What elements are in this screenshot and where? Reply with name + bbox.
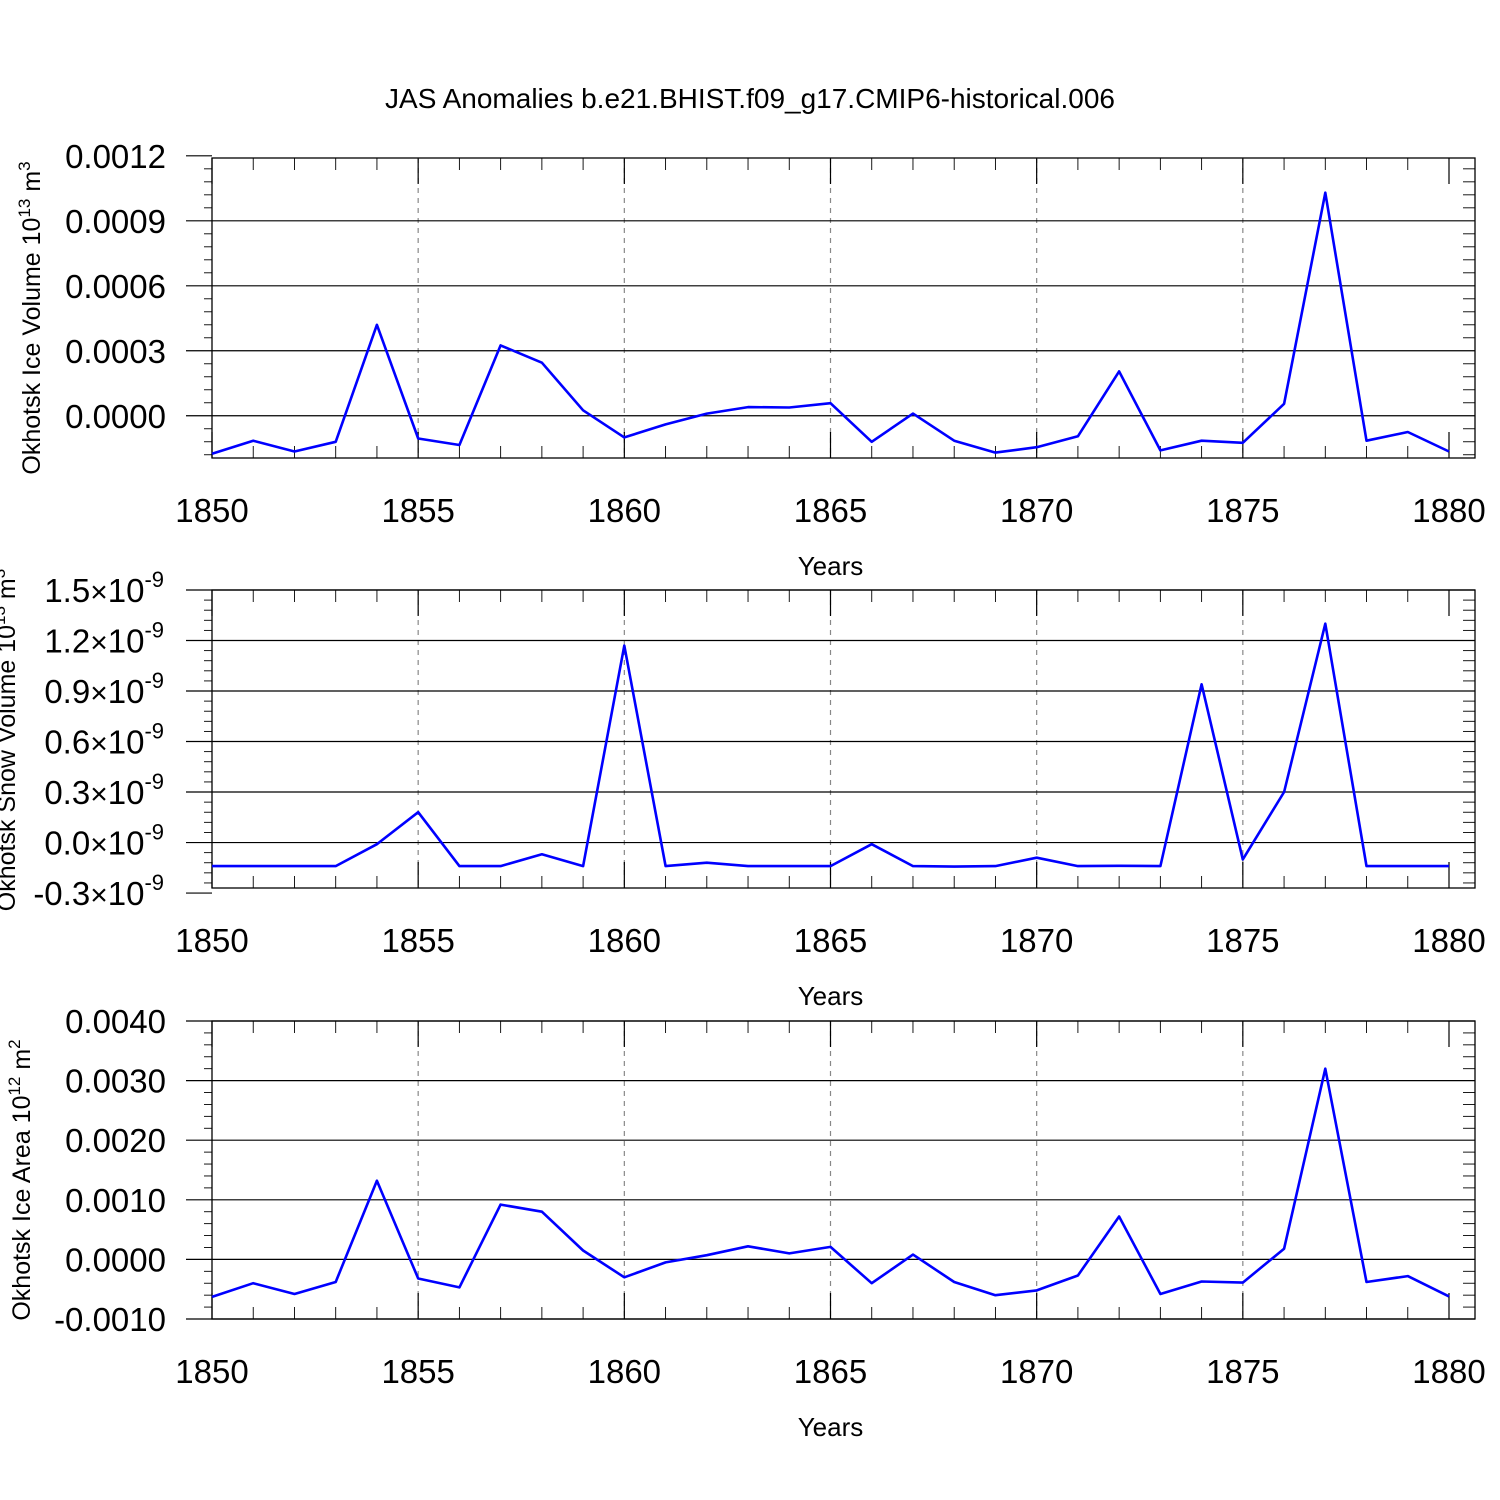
y-tick-label: 0.0010 [65, 1182, 166, 1219]
y-tick-label: 0.3×10-9 [44, 769, 164, 811]
x-tick-label: 1850 [175, 492, 248, 529]
x-tick-label: 1850 [175, 1353, 248, 1390]
y-tick-label: 1.5×10-9 [44, 567, 164, 609]
x-tick-label: 1855 [381, 922, 454, 959]
y-tick-label: 0.0006 [65, 268, 166, 305]
x-tick-label: 1855 [381, 1353, 454, 1390]
x-tick-label: 1875 [1206, 492, 1279, 529]
y-axis-label: Okhotsk Ice Area 1012 m2 [5, 1039, 36, 1320]
plot-frame [211, 157, 1476, 459]
x-tick-label: 1875 [1206, 1353, 1279, 1390]
y-tick-label: 0.0030 [65, 1063, 166, 1100]
x-tick-label: 1870 [1000, 1353, 1073, 1390]
series-line [211, 1067, 1450, 1299]
y-tick-label: 0.0009 [65, 203, 166, 240]
y-tick-label: -0.3×10-9 [33, 870, 164, 912]
y-tick-label: -0.0010 [54, 1301, 166, 1338]
x-axis-label: Years [798, 981, 864, 1011]
x-tick-label: 1870 [1000, 492, 1073, 529]
series-line [211, 191, 1450, 455]
plot-frame [211, 589, 1476, 889]
x-axis-label: Years [798, 1412, 864, 1442]
x-axis-label: Years [798, 551, 864, 581]
chart-panel-1: 1850 1855 1860 1865 1870 1875 1880 Years 0.0000 0… [15, 138, 1486, 581]
chart-panel-3: 1850 1855 1860 1865 1870 1875 1880 Years -0.0010… [5, 1003, 1486, 1442]
x-tick-label: 1850 [175, 922, 248, 959]
x-tick-label: 1880 [1412, 492, 1485, 529]
y-tick-label: 0.0040 [65, 1003, 166, 1040]
plot-frame [211, 1020, 1476, 1320]
y-tick-label: 0.0020 [65, 1122, 166, 1159]
x-tick-label: 1870 [1000, 922, 1073, 959]
y-axis-label: Okhotsk Snow Volume 1013 m3 [0, 569, 21, 911]
y-tick-label: 0.0000 [65, 398, 166, 435]
y-tick-label: 1.2×10-9 [44, 618, 164, 660]
chart-title: JAS Anomalies b.e21.BHIST.f09_g17.CMIP6-… [385, 83, 1115, 114]
x-tick-label: 1860 [588, 1353, 661, 1390]
x-tick-label: 1865 [794, 1353, 867, 1390]
x-tick-label: 1875 [1206, 922, 1279, 959]
y-tick-label: 0.6×10-9 [44, 719, 164, 761]
x-tick-label: 1855 [381, 492, 454, 529]
y-tick-label: 0.0012 [65, 138, 166, 175]
x-tick-label: 1860 [588, 922, 661, 959]
x-tick-label: 1880 [1412, 1353, 1485, 1390]
y-tick-label: 0.0003 [65, 333, 166, 370]
x-tick-label: 1865 [794, 492, 867, 529]
y-axis-label: Okhotsk Ice Volume 1013 m3 [15, 161, 46, 474]
x-tick-label: 1880 [1412, 922, 1485, 959]
y-tick-label: 0.0000 [65, 1241, 166, 1278]
chart-panel-2: 1850 1855 1860 1865 1870 1875 1880 Years -0.3×10… [0, 567, 1486, 1011]
x-tick-label: 1860 [588, 492, 661, 529]
series-line [212, 622, 1449, 868]
x-tick-label: 1865 [794, 922, 867, 959]
y-tick-label: 0.0×10-9 [44, 820, 164, 862]
y-tick-label: 0.9×10-9 [44, 668, 164, 710]
